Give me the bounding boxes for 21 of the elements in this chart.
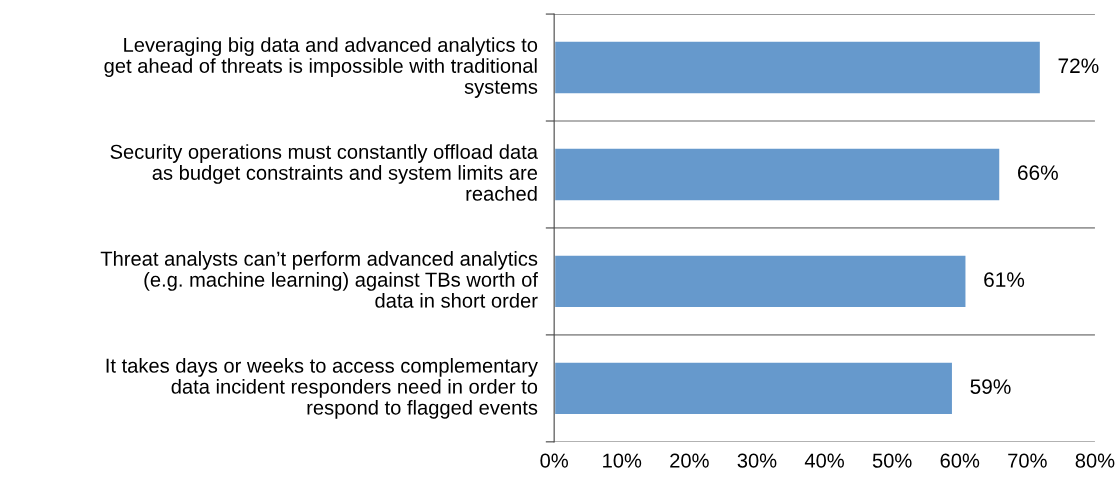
bar	[554, 39, 1042, 96]
bar	[554, 146, 1002, 203]
x-tick-label: 40%	[804, 453, 844, 468]
data-label: 61%	[984, 272, 1025, 288]
data-label: 59%	[970, 379, 1011, 394]
data-label: 72%	[1058, 58, 1099, 74]
x-tick-label: 0%	[540, 453, 568, 468]
y-tick-label: Threat analysts can’t perform advanced analytics (e.g. machine learning) against TBs worth of data in short order	[100, 251, 538, 308]
x-tick-label: 10%	[603, 453, 642, 468]
x-tick-label: 30%	[737, 453, 777, 468]
y-tick-label: It takes days or weeks to access complementary data incident responders need in order to respond to flagged events	[106, 358, 538, 419]
x-tick-label: 60%	[940, 453, 980, 468]
y-tick-label: Security operations must constantly offload data as budget constraints and system limits are reached	[110, 144, 538, 201]
x-tick-label: 80%	[1075, 453, 1115, 468]
data-label: 66%	[1018, 165, 1058, 181]
bar	[554, 360, 955, 417]
y-tick-label: Leveraging big data and advanced analytics to get ahead of threats is impossible with traditional systems	[104, 37, 538, 98]
bar	[554, 253, 968, 310]
x-tick-label: 50%	[872, 453, 912, 468]
x-tick-label: 20%	[670, 453, 709, 468]
x-tick-label: 70%	[1008, 453, 1047, 468]
